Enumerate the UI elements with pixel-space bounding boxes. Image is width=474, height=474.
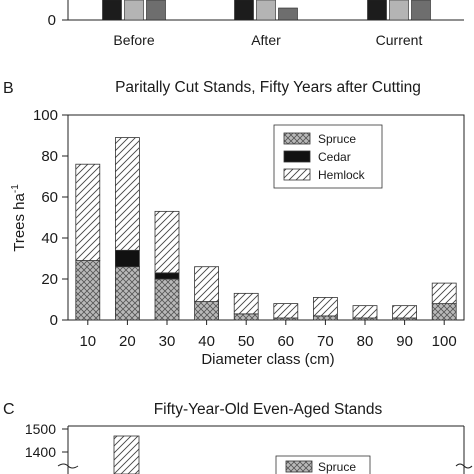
bar-hemlock-100 <box>431 282 457 305</box>
panel-a-bar <box>256 0 276 21</box>
panel-b-title: Paritally Cut Stands, Fifty Years after … <box>115 79 421 96</box>
bar-hemlock-10 <box>75 163 101 261</box>
panel-c-label: C <box>3 401 15 418</box>
panel-a-category-label: Before <box>113 32 154 48</box>
panel-b-y-tick-label: 20 <box>41 271 58 288</box>
bar-spruce-70 <box>312 315 338 321</box>
panel-a-bar <box>278 7 298 21</box>
legend-label-hemlock: Hemlock <box>318 168 366 182</box>
bar-spruce-20 <box>115 266 140 321</box>
panel-b-x-tick-label: 80 <box>357 333 374 350</box>
bar-spruce-30 <box>154 278 180 321</box>
panel-b-x-tick-label: 60 <box>277 333 294 350</box>
panel-b-plot-frame <box>67 114 465 321</box>
bar-hemlock-90 <box>392 305 418 319</box>
panel-a-bar <box>367 0 387 21</box>
bar-hemlock-20 <box>113 435 140 474</box>
panel-b: B Paritally Cut Stands, Fifty Years afte… <box>3 79 465 368</box>
legend-swatch-cedar <box>283 150 311 163</box>
panel-c-y-tick-label: 1400 <box>25 444 56 460</box>
panel-c-partial: C Fifty-Year-Old Even-Aged Stands 1500 1… <box>3 401 473 474</box>
panel-a-bar <box>389 0 409 21</box>
panel-a-partial: 0 Before After Current <box>48 0 464 48</box>
bar-hemlock-20 <box>115 137 140 251</box>
panel-b-x-tick-label: 30 <box>159 333 176 350</box>
bar-hemlock-60 <box>273 303 299 319</box>
panel-b-x-tick-label: 40 <box>198 333 215 350</box>
bar-spruce-10 <box>75 260 101 321</box>
panel-c-legend-swatch-spruce <box>285 460 313 473</box>
panel-b-label: B <box>3 80 14 97</box>
panel-b-y-axis-label: Trees ha-1 <box>10 184 28 252</box>
panel-b-x-tick-label: 10 <box>79 333 96 350</box>
legend-swatch-hemlock <box>283 168 311 181</box>
panel-b-y-tick-label: 80 <box>41 148 58 165</box>
panel-a-bar <box>411 0 431 21</box>
bar-spruce-50 <box>233 313 259 321</box>
panel-b-y-tick-label: 40 <box>41 230 58 247</box>
panel-a-category-label: After <box>251 32 281 48</box>
axis-break-mark-right <box>455 463 473 469</box>
bar-hemlock-80 <box>352 305 378 319</box>
legend-label-cedar: Cedar <box>318 150 351 164</box>
panel-b-y-tick-label: 0 <box>50 312 58 329</box>
panel-c-legend-label-spruce: Spruce <box>318 460 356 474</box>
panel-a-bar <box>234 0 254 21</box>
panel-b-x-axis-label: Diameter class (cm) <box>201 351 334 368</box>
panel-b-x-tick-label: 70 <box>317 333 334 350</box>
panel-b-y-tick-label: 60 <box>41 189 58 206</box>
panel-c-title: Fifty-Year-Old Even-Aged Stands <box>154 401 383 418</box>
panel-a-bar <box>102 0 122 21</box>
panel-a-bar <box>146 0 166 21</box>
bar-hemlock-50 <box>233 292 259 315</box>
bar-hemlock-70 <box>312 297 338 317</box>
panel-b-x-tick-label: 100 <box>432 333 457 350</box>
axis-break-mark-left <box>57 463 79 469</box>
panel-b-x-tick-label: 90 <box>396 333 413 350</box>
bar-cedar-30 <box>154 272 180 280</box>
panel-c-y-tick-label: 1500 <box>25 421 56 437</box>
panel-b-y-tick-label: 100 <box>33 107 58 124</box>
bar-spruce-100 <box>431 303 457 321</box>
panel-a-bar <box>124 0 144 21</box>
panel-b-x-tick-label: 50 <box>238 333 255 350</box>
legend-label-spruce: Spruce <box>318 132 356 146</box>
panel-a-category-label: Current <box>376 32 423 48</box>
bar-hemlock-40 <box>194 266 220 302</box>
panel-b-x-tick-label: 20 <box>119 333 136 350</box>
panel-a-y-tick-label: 0 <box>48 12 56 29</box>
bar-cedar-20 <box>115 249 140 268</box>
bar-spruce-40 <box>194 301 220 321</box>
legend-swatch-spruce <box>283 132 311 145</box>
bar-hemlock-30 <box>154 210 180 274</box>
